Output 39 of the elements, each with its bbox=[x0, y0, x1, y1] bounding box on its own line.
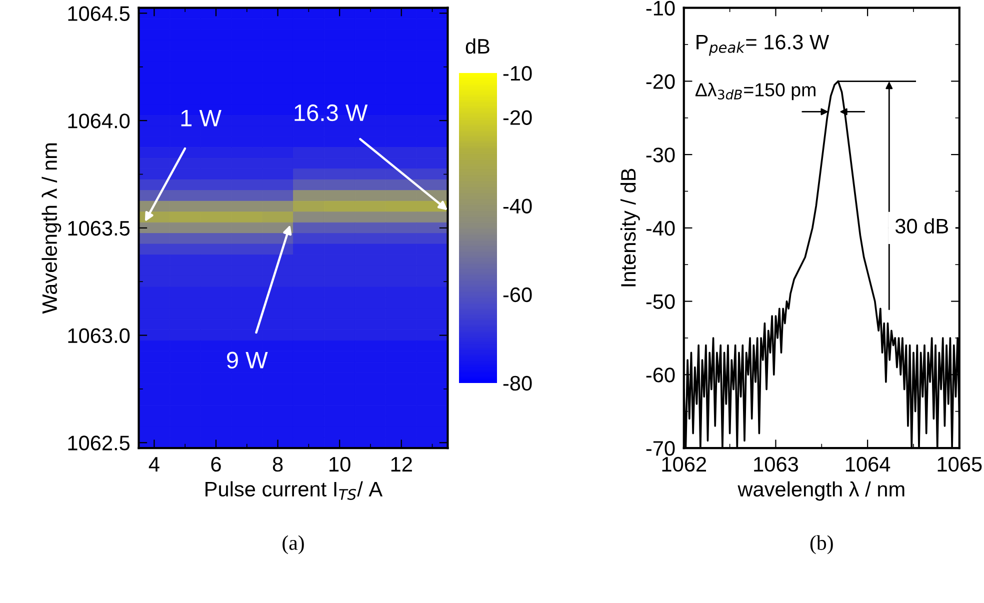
color-bar-label: -80 bbox=[503, 376, 532, 391]
color-bar-label: -40 bbox=[503, 198, 532, 214]
y-tick-label: 1063.0 bbox=[68, 328, 130, 344]
x-axis-title: Pulse current I$_{TS}$/ A bbox=[206, 481, 383, 500]
x-tick-label: 1062 bbox=[662, 456, 706, 472]
color-bar-label: -60 bbox=[503, 287, 532, 302]
y-tick-label: -60 bbox=[646, 368, 675, 382]
annotation: 30 dB bbox=[895, 218, 948, 234]
y-tick-label: -10 bbox=[646, 0, 675, 16]
text: (a) bbox=[282, 535, 304, 554]
y-tick-label: -30 bbox=[646, 148, 675, 162]
x-tick-label: 10 bbox=[330, 456, 350, 472]
color-bar-label: -10 bbox=[503, 66, 532, 81]
y-tick-label: 1062.5 bbox=[68, 436, 130, 450]
y-tick-label: -40 bbox=[646, 220, 675, 236]
annotation: 1 W bbox=[181, 110, 222, 126]
annotation: 16.3 W bbox=[294, 104, 368, 122]
x-tick-label: 1064 bbox=[846, 456, 890, 472]
y-axis-title: Wavelength λ / nm bbox=[42, 143, 62, 314]
x-tick-label: 4 bbox=[148, 457, 160, 472]
color-bar-title: dB bbox=[466, 38, 490, 54]
annotation: P$_{peak}$= 16.3 W bbox=[696, 34, 830, 56]
text: (b) bbox=[810, 535, 833, 554]
x-tick-label: 1063 bbox=[754, 456, 798, 472]
y-axis-title: Intensity / dB bbox=[620, 168, 640, 286]
x-tick-label: 8 bbox=[272, 456, 283, 472]
y-tick-label: 1064.5 bbox=[68, 6, 130, 21]
x-tick-label: 12 bbox=[391, 456, 412, 472]
y-tick-label: -50 bbox=[646, 294, 675, 310]
x-tick-label: 6 bbox=[211, 456, 221, 472]
annotation: 9 W bbox=[227, 352, 268, 369]
x-tick-label: 1065 bbox=[938, 456, 982, 472]
y-tick-label: -70 bbox=[646, 441, 675, 456]
y-tick-label: 1064.0 bbox=[68, 114, 130, 128]
y-tick-label: 1063.5 bbox=[68, 220, 130, 236]
x-axis-title: wavelength λ / nm bbox=[738, 481, 904, 501]
y-tick-label: -20 bbox=[646, 74, 675, 89]
annotation: Δλ$_{3dB}$=150 pm bbox=[695, 82, 816, 100]
color-bar-label: -20 bbox=[503, 110, 532, 125]
